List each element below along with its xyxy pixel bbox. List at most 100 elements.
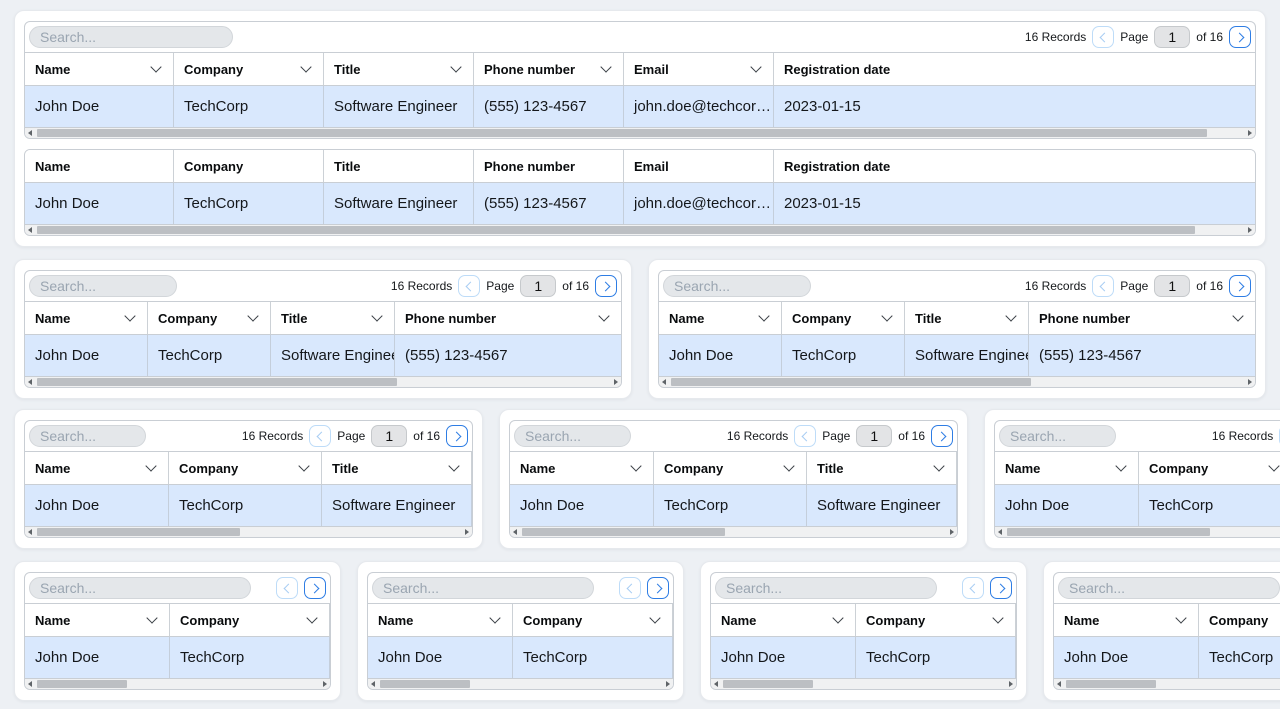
scrollbar-thumb[interactable]: [37, 378, 398, 386]
column-header-name[interactable]: Name: [25, 452, 169, 484]
scroll-right-arrow-icon[interactable]: [465, 529, 469, 535]
scroll-left-arrow-icon[interactable]: [28, 529, 32, 535]
next-page-button[interactable]: [990, 577, 1012, 599]
scrollbar-thumb[interactable]: [37, 528, 241, 536]
column-header-name[interactable]: Name: [25, 604, 170, 636]
page-number-input[interactable]: [520, 275, 557, 297]
scroll-left-arrow-icon[interactable]: [1057, 681, 1061, 687]
prev-page-button[interactable]: [794, 425, 817, 447]
scroll-right-arrow-icon[interactable]: [1248, 379, 1252, 385]
scroll-left-arrow-icon[interactable]: [28, 681, 32, 687]
next-page-button[interactable]: [446, 425, 468, 447]
scrollbar-thumb[interactable]: [671, 378, 1032, 386]
horizontal-scrollbar[interactable]: [25, 128, 1255, 138]
column-header-name[interactable]: Name: [25, 53, 174, 85]
column-header-name[interactable]: Name: [25, 302, 148, 334]
page-number-input[interactable]: [1154, 26, 1191, 48]
table-row[interactable]: John Doe TechCorp: [25, 637, 330, 679]
column-header-company[interactable]: Company: [1199, 604, 1280, 636]
scroll-left-arrow-icon[interactable]: [998, 529, 1002, 535]
prev-page-button[interactable]: [619, 577, 641, 599]
table-row[interactable]: John Doe TechCorp: [711, 637, 1016, 679]
column-header-phone[interactable]: Phone number: [1029, 302, 1255, 334]
search-input[interactable]: [715, 577, 937, 599]
page-number-input[interactable]: [856, 425, 893, 447]
horizontal-scrollbar[interactable]: [995, 527, 1280, 537]
column-header-title[interactable]: Title: [324, 53, 474, 85]
column-header-title[interactable]: Title: [807, 452, 957, 484]
horizontal-scrollbar[interactable]: [25, 225, 1255, 235]
search-input[interactable]: [29, 275, 177, 297]
search-input[interactable]: [1058, 577, 1280, 599]
table-row[interactable]: John Doe TechCorp Software Engineer (555) 1…: [25, 86, 1255, 128]
scrollbar-thumb[interactable]: [37, 129, 1207, 137]
scroll-right-arrow-icon[interactable]: [323, 681, 327, 687]
scroll-left-arrow-icon[interactable]: [371, 681, 375, 687]
next-page-button[interactable]: [647, 577, 669, 599]
column-header-company[interactable]: Company: [174, 53, 324, 85]
next-page-button[interactable]: [1229, 275, 1251, 297]
horizontal-scrollbar[interactable]: [25, 377, 621, 387]
scrollbar-thumb[interactable]: [380, 680, 470, 688]
table-row[interactable]: John Doe TechCorp: [1054, 637, 1280, 679]
search-input[interactable]: [29, 26, 233, 48]
column-header-email[interactable]: Email: [624, 53, 774, 85]
column-header-company[interactable]: Company: [148, 302, 271, 334]
column-header-title[interactable]: Title: [905, 302, 1029, 334]
column-header-phone[interactable]: Phone number: [474, 53, 624, 85]
table-row[interactable]: John Doe TechCorp Software Engineer (555) 1…: [25, 183, 1255, 225]
column-header-company[interactable]: Company: [654, 452, 807, 484]
table-row[interactable]: John Doe TechCorp: [368, 637, 673, 679]
horizontal-scrollbar[interactable]: [25, 679, 330, 689]
search-input[interactable]: [663, 275, 811, 297]
next-page-button[interactable]: [931, 425, 953, 447]
scroll-right-arrow-icon[interactable]: [1248, 227, 1252, 233]
column-header-name[interactable]: Name: [659, 302, 782, 334]
horizontal-scrollbar[interactable]: [711, 679, 1016, 689]
prev-page-button[interactable]: [309, 425, 332, 447]
column-header-company[interactable]: Company: [856, 604, 1016, 636]
search-input[interactable]: [514, 425, 631, 447]
horizontal-scrollbar[interactable]: [25, 527, 472, 537]
horizontal-scrollbar[interactable]: [510, 527, 957, 537]
prev-page-button[interactable]: [458, 275, 481, 297]
prev-page-button[interactable]: [962, 577, 984, 599]
column-header-company[interactable]: Company: [513, 604, 673, 636]
scroll-right-arrow-icon[interactable]: [1248, 130, 1252, 136]
column-header-title[interactable]: Title: [322, 452, 472, 484]
column-header-title[interactable]: Title: [271, 302, 395, 334]
prev-page-button[interactable]: [276, 577, 298, 599]
prev-page-button[interactable]: [1092, 26, 1115, 48]
column-header-name[interactable]: Name: [510, 452, 654, 484]
column-header-phone[interactable]: Phone number: [395, 302, 621, 334]
column-header-company[interactable]: Company: [1139, 452, 1280, 484]
scrollbar-thumb[interactable]: [37, 680, 127, 688]
prev-page-button[interactable]: [1092, 275, 1115, 297]
search-input[interactable]: [29, 425, 146, 447]
column-header-company[interactable]: Company: [169, 452, 322, 484]
column-header-company[interactable]: Company: [170, 604, 330, 636]
scroll-right-arrow-icon[interactable]: [950, 529, 954, 535]
scroll-left-arrow-icon[interactable]: [662, 379, 666, 385]
search-input[interactable]: [999, 425, 1116, 447]
scroll-left-arrow-icon[interactable]: [28, 227, 32, 233]
search-input[interactable]: [372, 577, 594, 599]
scrollbar-thumb[interactable]: [522, 528, 726, 536]
next-page-button[interactable]: [1229, 26, 1251, 48]
scroll-right-arrow-icon[interactable]: [1009, 681, 1013, 687]
scroll-left-arrow-icon[interactable]: [513, 529, 517, 535]
search-input[interactable]: [29, 577, 251, 599]
scroll-right-arrow-icon[interactable]: [666, 681, 670, 687]
horizontal-scrollbar[interactable]: [368, 679, 673, 689]
column-header-company[interactable]: Company: [782, 302, 905, 334]
next-page-button[interactable]: [595, 275, 617, 297]
scroll-left-arrow-icon[interactable]: [28, 379, 32, 385]
column-header-name[interactable]: Name: [1054, 604, 1199, 636]
column-header-name[interactable]: Name: [368, 604, 513, 636]
scrollbar-thumb[interactable]: [1066, 680, 1156, 688]
scroll-right-arrow-icon[interactable]: [614, 379, 618, 385]
column-header-name[interactable]: Name: [711, 604, 856, 636]
